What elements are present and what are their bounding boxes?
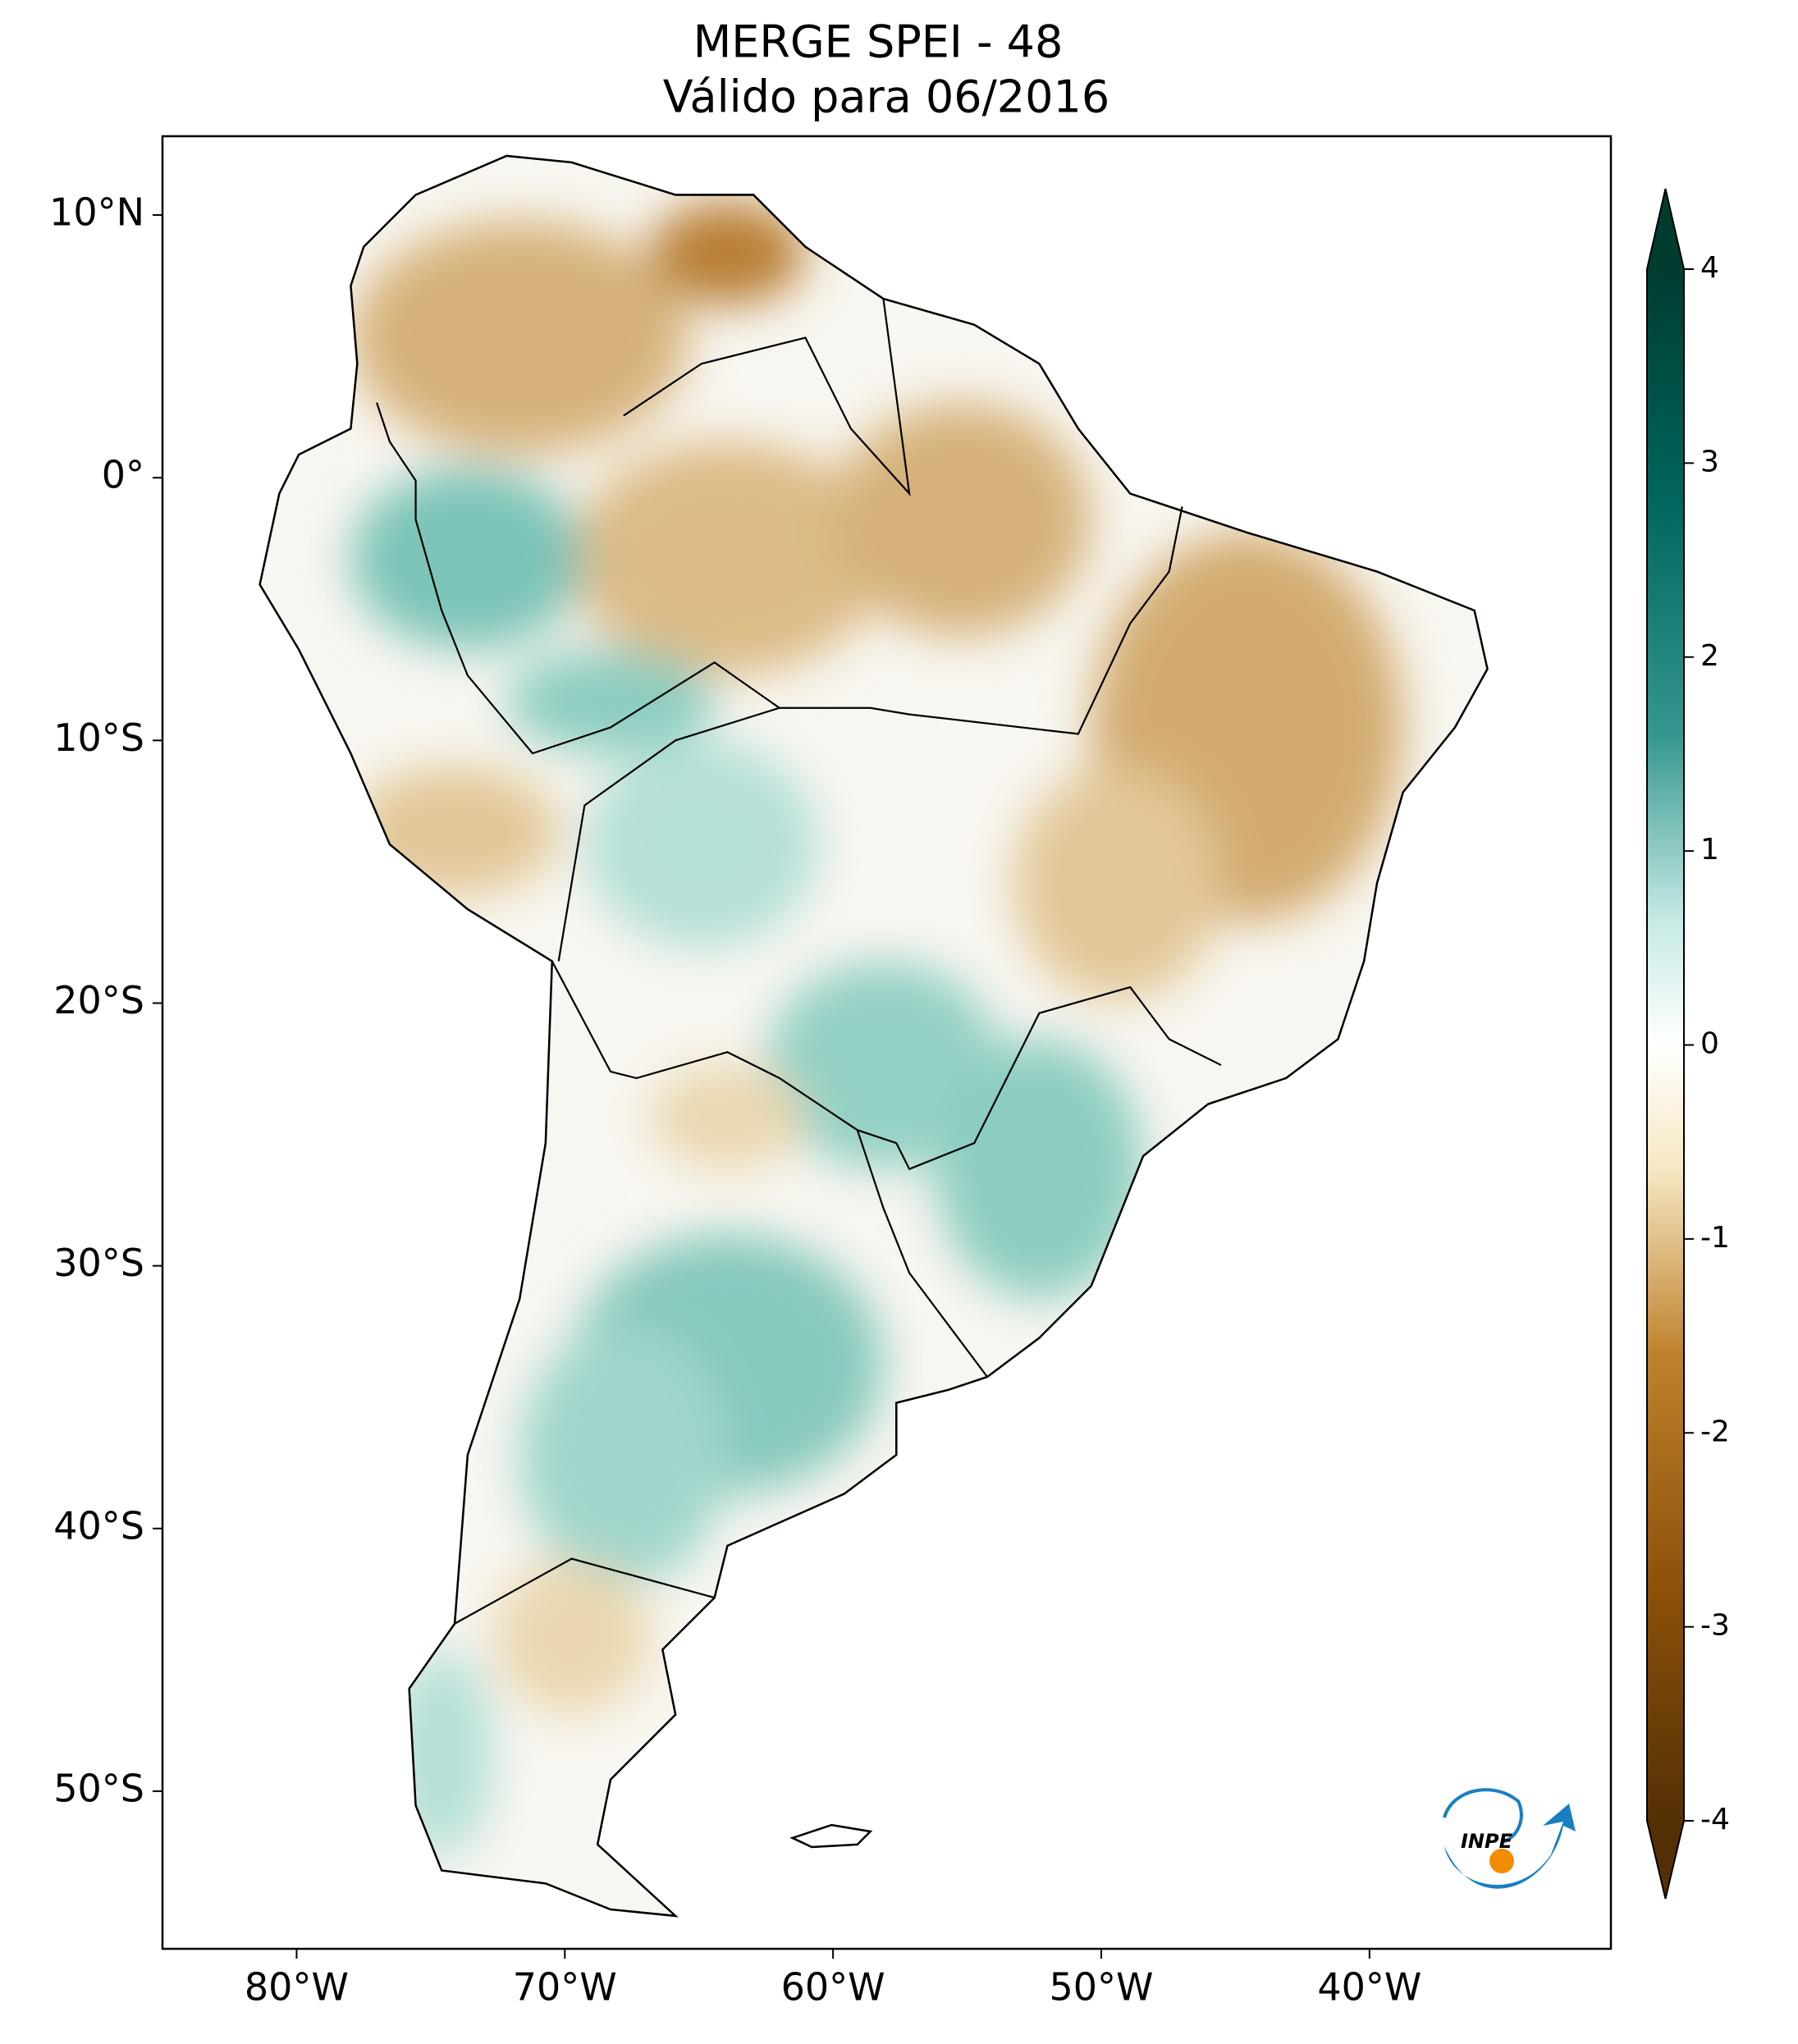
map-title: MERGE SPEI - 48 <box>693 16 1064 68</box>
coastline <box>258 154 1489 1918</box>
colorbar-tick-label: 1 <box>1700 833 1719 867</box>
map-subtitle: Válido para 06/2016 <box>663 71 1109 123</box>
colorbar-extend-min <box>1647 1821 1684 1899</box>
y-tick-label: 10°N <box>49 190 144 235</box>
y-tick-label: 30°S <box>53 1241 144 1285</box>
inpe-logo: INPE <box>1443 1788 1576 1889</box>
spei-field <box>259 155 1488 1916</box>
x-tick-label: 50°W <box>1049 1965 1153 2010</box>
colorbar-tick-label: -2 <box>1700 1415 1730 1448</box>
colorbar-tick-label: -3 <box>1700 1609 1730 1643</box>
x-tick-label: 70°W <box>513 1965 617 2010</box>
colorbar-tick-label: -1 <box>1700 1221 1730 1255</box>
x-tick-label: 40°W <box>1317 1965 1421 2010</box>
y-tick-label: 0° <box>102 453 144 497</box>
colorbar-tick-label: 3 <box>1700 445 1719 478</box>
colorbar-tick-label: 0 <box>1700 1027 1719 1061</box>
y-tick-label: 50°S <box>53 1766 144 1810</box>
colorbar-tick-label: 2 <box>1700 639 1719 673</box>
x-tick-label: 80°W <box>245 1965 349 2010</box>
map-frame <box>161 135 1613 1950</box>
colorbar <box>1647 269 1684 1821</box>
colorbar-extend-max <box>1647 189 1684 269</box>
y-tick-label: 20°S <box>53 978 144 1022</box>
y-tick-label: 10°S <box>53 716 144 760</box>
borders <box>376 298 1222 1625</box>
x-tick-label: 60°W <box>781 1965 885 2010</box>
colorbar-tick-label: 4 <box>1700 251 1719 285</box>
y-tick-label: 40°S <box>53 1503 144 1548</box>
logo-text: INPE <box>1461 1830 1513 1853</box>
colorbar-tick-label: -4 <box>1700 1803 1730 1836</box>
